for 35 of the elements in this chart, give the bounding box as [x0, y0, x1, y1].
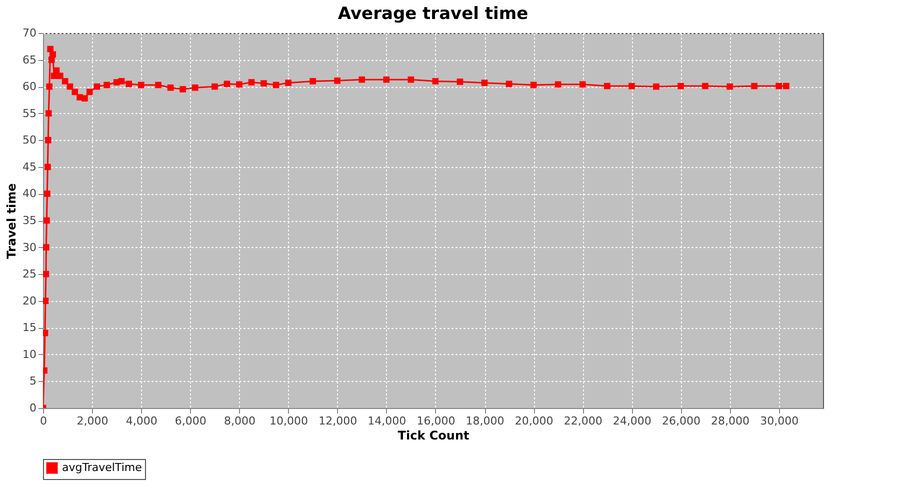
y-tick-label: 40: [22, 187, 36, 200]
x-tick-label: 24,000: [612, 414, 652, 428]
x-tick-label: 16,000: [416, 414, 456, 428]
x-tick-label: 10,000: [270, 414, 308, 428]
x-tick-label: 14,000: [368, 414, 406, 428]
x-tick-label: 12,000: [318, 414, 358, 428]
y-tick-label: 70: [22, 26, 36, 40]
x-tick-label: 26,000: [662, 414, 700, 428]
x-tick-label: 0: [40, 414, 47, 428]
x-tick-label: 18,000: [466, 414, 504, 428]
x-tick-label: 28,000: [711, 414, 750, 428]
y-tick-label: 15: [22, 321, 36, 334]
x-tick-label: 6,000: [174, 414, 206, 428]
y-tick-label: 0: [30, 402, 36, 414]
y-tick-label: 25: [22, 268, 36, 281]
y-tick-label: 30: [22, 240, 36, 254]
y-tick-label: 5: [30, 374, 36, 388]
x-tick-label: 8,000: [224, 414, 256, 428]
x-tick-label: 20,000: [514, 414, 554, 428]
y-tick-label: 60: [22, 80, 36, 94]
y-tick-label: 10: [22, 348, 36, 361]
y-tick-label: 20: [22, 294, 36, 308]
legend-label: avgTravelTime: [62, 461, 142, 474]
x-tick-label: 30,000: [760, 414, 799, 428]
y-tick-label: 50: [22, 134, 36, 147]
x-axis-title: Tick Count: [398, 428, 470, 442]
y-tick-label: 45: [22, 160, 36, 174]
x-tick-label: 2,000: [76, 414, 108, 428]
x-tick-label: 4,000: [126, 414, 158, 428]
x-tick-label: 22,000: [564, 414, 602, 428]
y-axis-title: Travel time: [4, 183, 19, 259]
y-tick-label: 55: [22, 106, 36, 120]
chart-title: Average travel time: [338, 4, 528, 24]
y-tick-label: 65: [22, 53, 36, 66]
y-tick-label: 35: [22, 214, 36, 227]
